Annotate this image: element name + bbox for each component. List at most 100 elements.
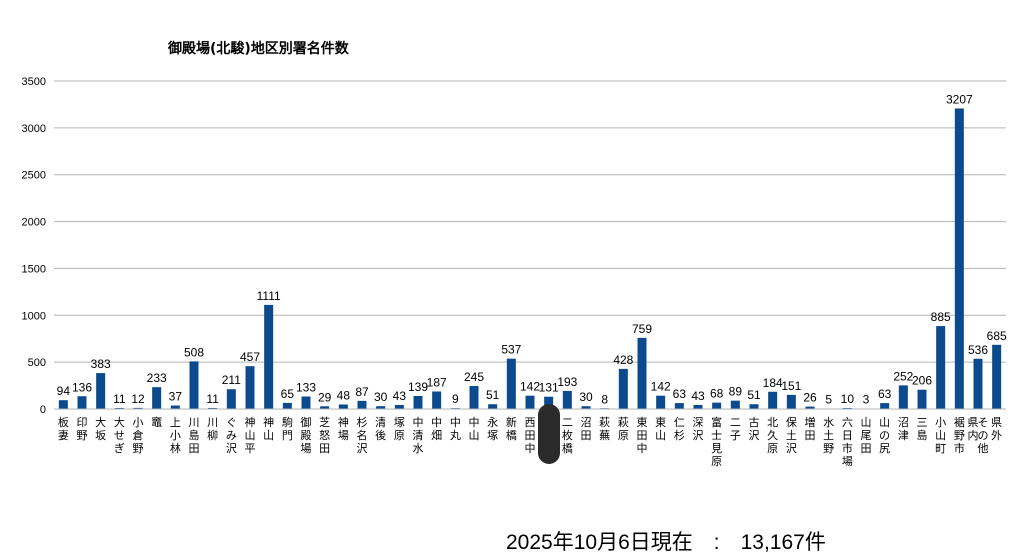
data-label: 43: [393, 389, 407, 403]
data-label: 11: [206, 392, 219, 406]
bar: [581, 406, 591, 409]
status-footer: 2025年10月6日現在 : 13,167件: [506, 531, 826, 554]
data-label: 759: [632, 322, 652, 336]
category-label: ぐみ沢: [226, 416, 237, 455]
bar: [674, 403, 684, 409]
data-label: 233: [147, 371, 167, 385]
bar: [469, 386, 479, 409]
category-label: 六日市場: [842, 416, 853, 468]
bar: [730, 400, 740, 409]
category-label: 上小林: [170, 416, 181, 455]
bars: [58, 108, 1002, 410]
category-label: 保土沢: [786, 415, 797, 455]
data-label: 142: [651, 380, 671, 394]
category-label: 増田: [805, 416, 816, 442]
category-label: 神山: [263, 415, 274, 442]
data-label: 428: [613, 353, 633, 367]
bar: [208, 407, 218, 409]
y-tick-label: 3500: [22, 76, 46, 88]
category-label: 沼津: [898, 415, 909, 442]
bar: [77, 396, 87, 409]
bar: [525, 395, 535, 409]
category-label: 東山: [655, 416, 666, 442]
category-label: 山の尻: [879, 416, 890, 455]
category-label: 駒門: [282, 416, 293, 442]
bar: [786, 394, 796, 409]
data-label: 51: [747, 388, 761, 402]
category-label: 塚原: [394, 416, 405, 442]
bar: [264, 304, 274, 409]
bar: [488, 404, 498, 409]
bar: [898, 385, 908, 409]
category-label: 西田中: [525, 416, 536, 455]
data-label: 3: [863, 393, 870, 407]
data-label: 206: [912, 374, 932, 388]
data-label: 211: [222, 373, 241, 387]
bar: [880, 403, 890, 409]
data-label: 3207: [946, 92, 973, 106]
category-label: 山尾田: [861, 416, 872, 455]
data-label: 685: [987, 329, 1007, 343]
data-label: 87: [355, 385, 369, 399]
category-label: 新橋: [506, 415, 517, 442]
data-label: 252: [893, 369, 913, 383]
bar: [562, 390, 572, 409]
y-tick-label: 500: [28, 357, 46, 369]
data-label: 8: [601, 392, 608, 406]
bar: [338, 404, 348, 409]
data-label: 383: [91, 357, 111, 371]
bar: [245, 366, 255, 409]
data-label: 536: [968, 343, 988, 357]
data-label: 51: [486, 388, 500, 402]
data-label: 245: [464, 370, 484, 384]
bar: [189, 361, 199, 409]
data-label: 29: [318, 390, 332, 404]
data-label: 131: [539, 381, 559, 395]
category-label: 中清水: [413, 416, 424, 455]
y-tick-label: 1500: [22, 263, 46, 275]
category-label: 川柳: [207, 416, 218, 442]
bar: [693, 404, 703, 409]
category-label: 小倉野: [133, 416, 144, 455]
y-tick-label: 0: [40, 404, 46, 416]
category-label: 県外: [991, 416, 1002, 442]
category-label: 二枚橋: [562, 416, 573, 455]
bar: [768, 391, 778, 409]
bar: [917, 389, 927, 409]
bar: [992, 344, 1002, 409]
data-label: 184: [763, 376, 783, 390]
bar: [320, 406, 330, 409]
data-label: 142: [520, 380, 540, 394]
bar: [749, 404, 759, 409]
bar: [973, 358, 983, 409]
data-label: 30: [579, 390, 593, 404]
y-axis-ticks: 0 500 1000 1500 2000 2500 3000 3500: [22, 76, 46, 416]
bar: [357, 400, 367, 409]
chart-title: 御殿場(北駿)地区別署名件数: [167, 40, 350, 57]
category-label: 大坂: [95, 415, 106, 442]
data-label: 63: [878, 387, 892, 401]
bar: [506, 358, 516, 409]
data-label: 65: [281, 387, 295, 401]
category-label: 大せぎ: [114, 415, 125, 455]
bar: [954, 108, 964, 409]
data-label: 10: [841, 392, 855, 406]
bar: [544, 396, 554, 409]
bar: [805, 406, 815, 409]
data-label: 12: [131, 392, 145, 406]
data-label: 136: [72, 380, 92, 394]
category-label: 芝怒田: [319, 416, 330, 455]
data-label: 9: [452, 392, 459, 406]
data-label: 68: [710, 387, 724, 401]
bar: [170, 405, 180, 409]
data-label: 1111: [257, 289, 281, 303]
category-label: 小山町: [935, 416, 946, 455]
category-label: 萩原: [618, 416, 629, 442]
category-label: 神山平: [245, 415, 256, 455]
category-label: 清後: [375, 416, 386, 442]
y-tick-label: 1000: [22, 310, 46, 322]
data-label: 5: [825, 393, 832, 407]
